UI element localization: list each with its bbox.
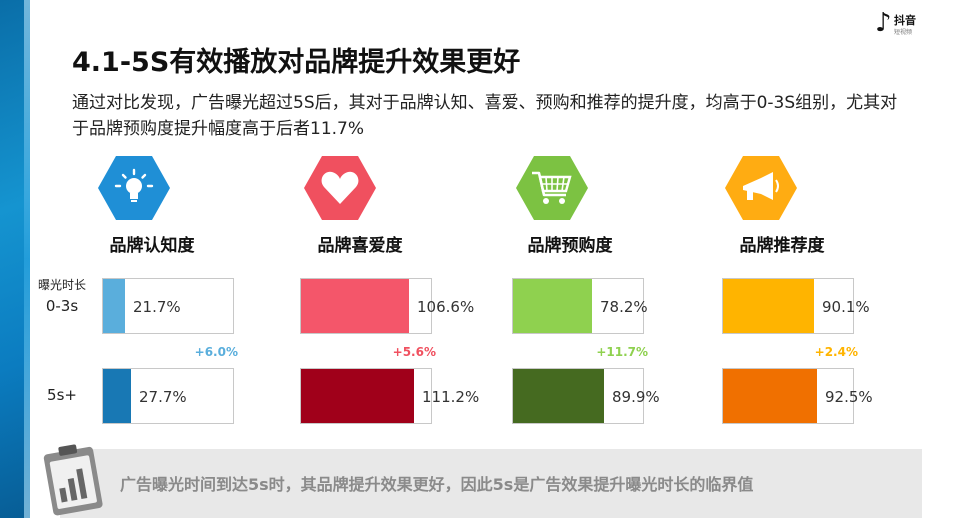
bar [103, 279, 125, 333]
bar-value-label: 106.6% [417, 298, 475, 316]
shopping-cart-icon [516, 156, 588, 220]
bar-value-label: 21.7% [133, 298, 181, 316]
bar [301, 279, 409, 333]
row-label-0-3s: 0-3s [45, 297, 79, 315]
bar [723, 279, 814, 333]
difference-label: +11.7% [596, 345, 648, 359]
conclusion-text: 广告曝光时间到达5s时，其品牌提升效果更好，因此5s是广告效果提升曝光时长的临界… [120, 475, 754, 494]
page-title: 4.1-5S有效播放对品牌提升效果更好 [72, 47, 521, 78]
bar-box: 90.1% [722, 278, 870, 334]
bar-value-label: 78.2% [600, 298, 648, 316]
page-description: 通过对比发现，广告曝光超过5S后，其对于品牌认知、喜爱、预购和推荐的提升度，均高… [72, 93, 898, 139]
bar-box: 111.2% [300, 368, 479, 424]
difference-label: +6.0% [194, 345, 238, 359]
bar-value-label: 111.2% [422, 388, 480, 406]
bar-value-label: 90.1% [822, 298, 870, 316]
music-note-icon: ♪ [875, 8, 892, 38]
bar-box: 89.9% [512, 368, 660, 424]
bar-box: 27.7% [102, 368, 234, 424]
lightbulb-icon [98, 156, 170, 220]
douyin-logo: ♪ 抖音 短视频 [866, 10, 946, 40]
category-label-favor: 品牌喜爱度 [317, 236, 403, 256]
heart-icon [304, 156, 376, 220]
logo-text: 抖音 [894, 14, 916, 27]
axis-title-exposure: 曝光时长 [38, 278, 87, 292]
clipboard-chart-icon [43, 444, 103, 516]
bar [301, 369, 414, 423]
bar-box: 78.2% [512, 278, 648, 334]
bar-value-label: 92.5% [825, 388, 873, 406]
logo-subtext: 短视频 [894, 29, 913, 36]
category-label-awareness: 品牌认知度 [109, 236, 195, 256]
difference-label: +5.6% [392, 345, 436, 359]
decorative-side-band [0, 0, 30, 518]
conclusion-banner: 广告曝光时间到达5s时，其品牌提升效果更好，因此5s是广告效果提升曝光时长的临界… [60, 449, 922, 518]
megaphone-icon [725, 156, 797, 220]
bar-box: 21.7% [102, 278, 234, 334]
bar-value-label: 89.9% [612, 388, 660, 406]
bar [103, 369, 131, 423]
bar-box: 92.5% [722, 368, 873, 424]
bar-box: 106.6% [300, 278, 474, 334]
bar [723, 369, 817, 423]
bar-value-label: 27.7% [139, 388, 187, 406]
row-label-5s: 5s+ [47, 386, 77, 404]
bar [513, 369, 604, 423]
bar [513, 279, 592, 333]
difference-label: +2.4% [814, 345, 858, 359]
category-label-purchase: 品牌预购度 [527, 236, 613, 256]
category-label-recommend: 品牌推荐度 [739, 236, 825, 256]
